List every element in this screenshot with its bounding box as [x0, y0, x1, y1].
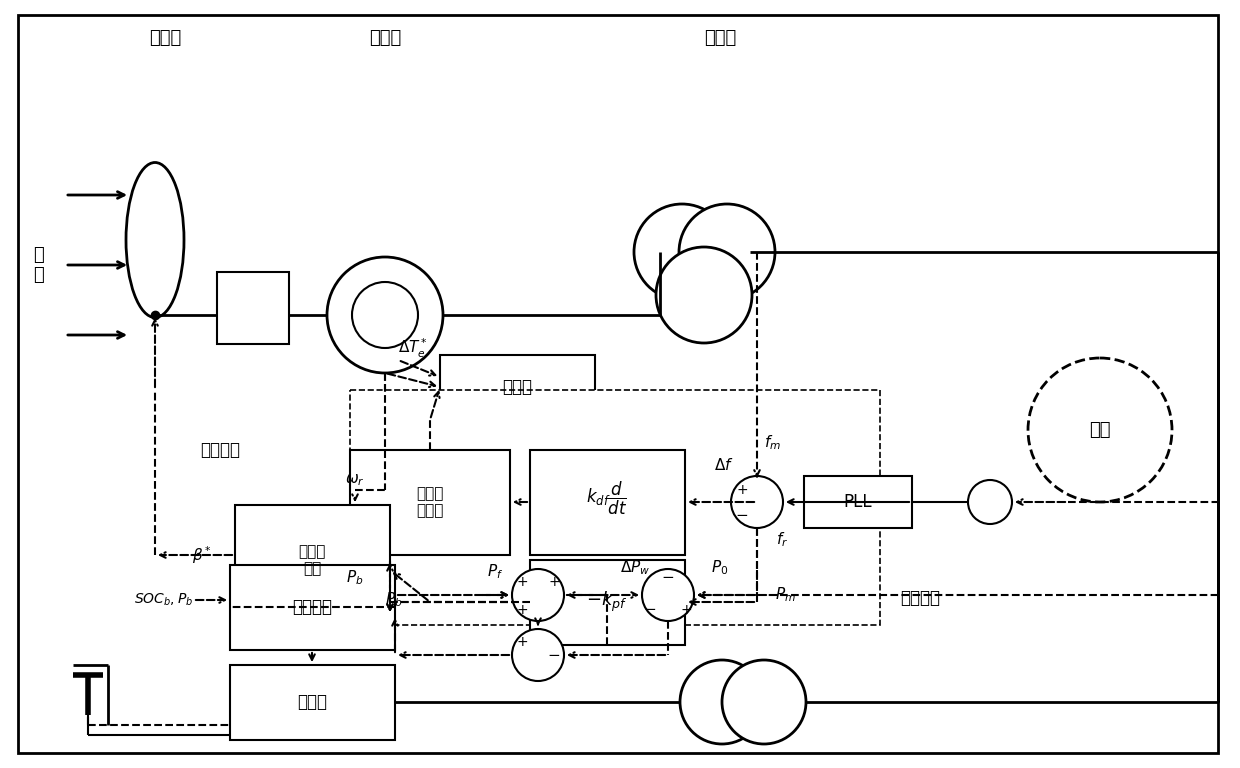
Circle shape: [680, 660, 764, 744]
Text: +: +: [548, 575, 559, 589]
Text: $P_b$: $P_b$: [346, 568, 363, 588]
Bar: [529, 560, 684, 645]
Text: $k_{df}\dfrac{d}{dt}$: $k_{df}\dfrac{d}{dt}$: [587, 479, 627, 517]
Circle shape: [352, 282, 418, 348]
Text: −: −: [548, 647, 560, 663]
Text: 变压器: 变压器: [704, 29, 737, 47]
Text: 发电机: 发电机: [368, 29, 401, 47]
Circle shape: [512, 569, 564, 621]
Text: $f_r$: $f_r$: [776, 531, 789, 549]
Text: 储能控制: 储能控制: [291, 598, 332, 616]
Circle shape: [732, 476, 782, 528]
Text: 风力机: 风力机: [149, 29, 181, 47]
Ellipse shape: [126, 163, 184, 317]
Bar: [529, 450, 684, 555]
Text: $SOC_b,P_b$: $SOC_b,P_b$: [134, 592, 193, 608]
Text: $\omega_r$: $\omega_r$: [345, 472, 365, 488]
Circle shape: [722, 660, 806, 744]
Text: 电网: 电网: [1089, 421, 1111, 439]
Text: $P_b$: $P_b$: [386, 591, 403, 609]
Text: $P_m$: $P_m$: [775, 586, 795, 604]
Text: +: +: [516, 575, 528, 589]
Text: 上层控制: 上层控制: [900, 589, 940, 607]
Text: $\Delta P_w$: $\Delta P_w$: [620, 558, 650, 578]
Circle shape: [512, 629, 564, 681]
Text: +: +: [681, 603, 692, 617]
Bar: [350, 450, 510, 555]
Text: $-k_{pf}$: $-k_{pf}$: [587, 590, 627, 614]
Bar: [804, 476, 911, 528]
Text: 转子惯
性控制: 转子惯 性控制: [417, 486, 444, 518]
Circle shape: [680, 204, 775, 300]
Text: $f_m$: $f_m$: [764, 434, 780, 452]
Text: $\Delta T_e^*$: $\Delta T_e^*$: [398, 336, 428, 359]
Text: 变频器: 变频器: [502, 378, 532, 396]
Circle shape: [656, 247, 751, 343]
Text: 下层控制: 下层控制: [200, 441, 241, 459]
Bar: [217, 272, 289, 344]
Text: PLL: PLL: [843, 493, 872, 511]
Text: $\beta^*$: $\beta^*$: [192, 545, 212, 566]
Text: 变频器: 变频器: [298, 693, 327, 711]
Text: +: +: [516, 603, 528, 617]
Circle shape: [634, 204, 730, 300]
Text: $P_0$: $P_0$: [712, 558, 729, 578]
Text: 变桨距
控制: 变桨距 控制: [299, 544, 326, 576]
Bar: [229, 565, 396, 650]
Text: −: −: [662, 570, 675, 584]
Text: $\Delta f$: $\Delta f$: [714, 457, 734, 473]
Bar: [229, 665, 396, 740]
Text: +: +: [737, 483, 748, 497]
Circle shape: [968, 480, 1012, 524]
Bar: [440, 355, 595, 420]
Text: +: +: [516, 635, 528, 649]
Text: −: −: [644, 603, 656, 617]
Bar: [236, 505, 391, 615]
Text: −: −: [735, 508, 749, 524]
Circle shape: [1028, 358, 1172, 502]
Text: $P_f$: $P_f$: [487, 563, 503, 581]
Text: 风
速: 风 速: [32, 246, 43, 284]
Circle shape: [327, 257, 443, 373]
Circle shape: [642, 569, 694, 621]
Bar: [350, 390, 880, 625]
